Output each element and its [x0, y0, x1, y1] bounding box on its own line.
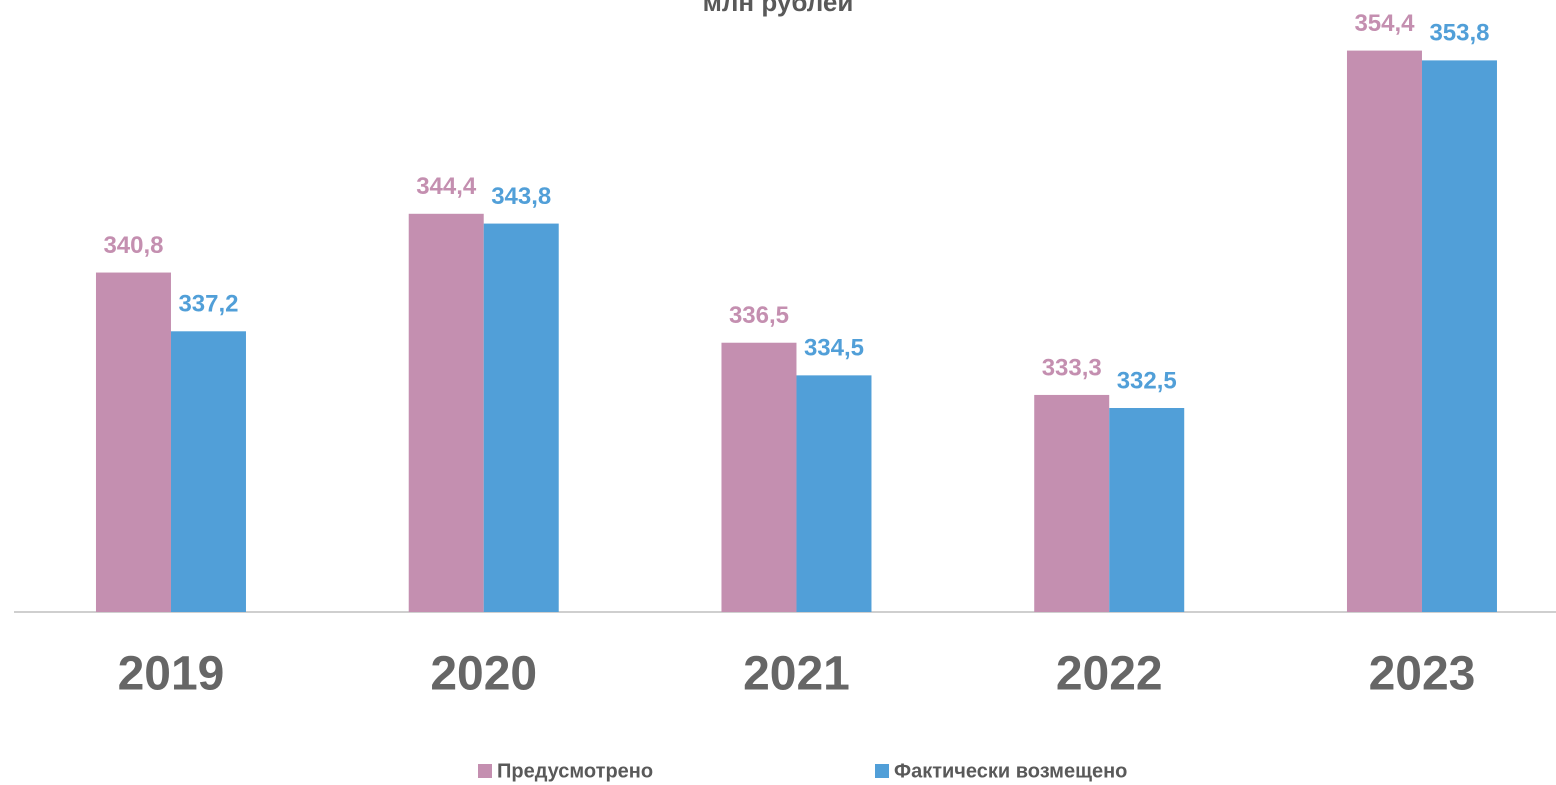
value-label: 343,8 [491, 183, 551, 210]
chart-title: млн рублей [703, 0, 854, 17]
value-label: 344,4 [416, 173, 477, 200]
value-label: 332,5 [1117, 367, 1177, 394]
value-label: 354,4 [1354, 10, 1415, 37]
legend-label: Фактически возмещено [894, 760, 1127, 782]
bar [796, 375, 872, 612]
legend-label: Предусмотрено [497, 760, 653, 782]
bar [408, 213, 484, 613]
value-label: 353,8 [1429, 20, 1489, 47]
value-label: 340,8 [103, 232, 163, 259]
value-label: 334,5 [804, 335, 864, 362]
value-label: 337,2 [178, 291, 238, 318]
bar [95, 272, 171, 612]
bar [170, 331, 246, 612]
x-tick-label: 2020 [430, 648, 537, 701]
x-tick-label: 2021 [743, 648, 850, 701]
legend-swatch [875, 764, 889, 778]
value-label: 333,3 [1042, 354, 1102, 381]
legend-swatch [478, 764, 492, 778]
bar [483, 223, 559, 613]
bar [1034, 394, 1110, 612]
x-tick-label: 2019 [118, 648, 225, 701]
x-tick-label: 2022 [1056, 648, 1163, 701]
bar [1109, 408, 1185, 612]
x-tick-label: 2023 [1369, 648, 1476, 701]
bar [1421, 60, 1497, 613]
bar [1346, 50, 1422, 613]
value-label: 336,5 [729, 302, 789, 329]
bar [721, 342, 797, 612]
